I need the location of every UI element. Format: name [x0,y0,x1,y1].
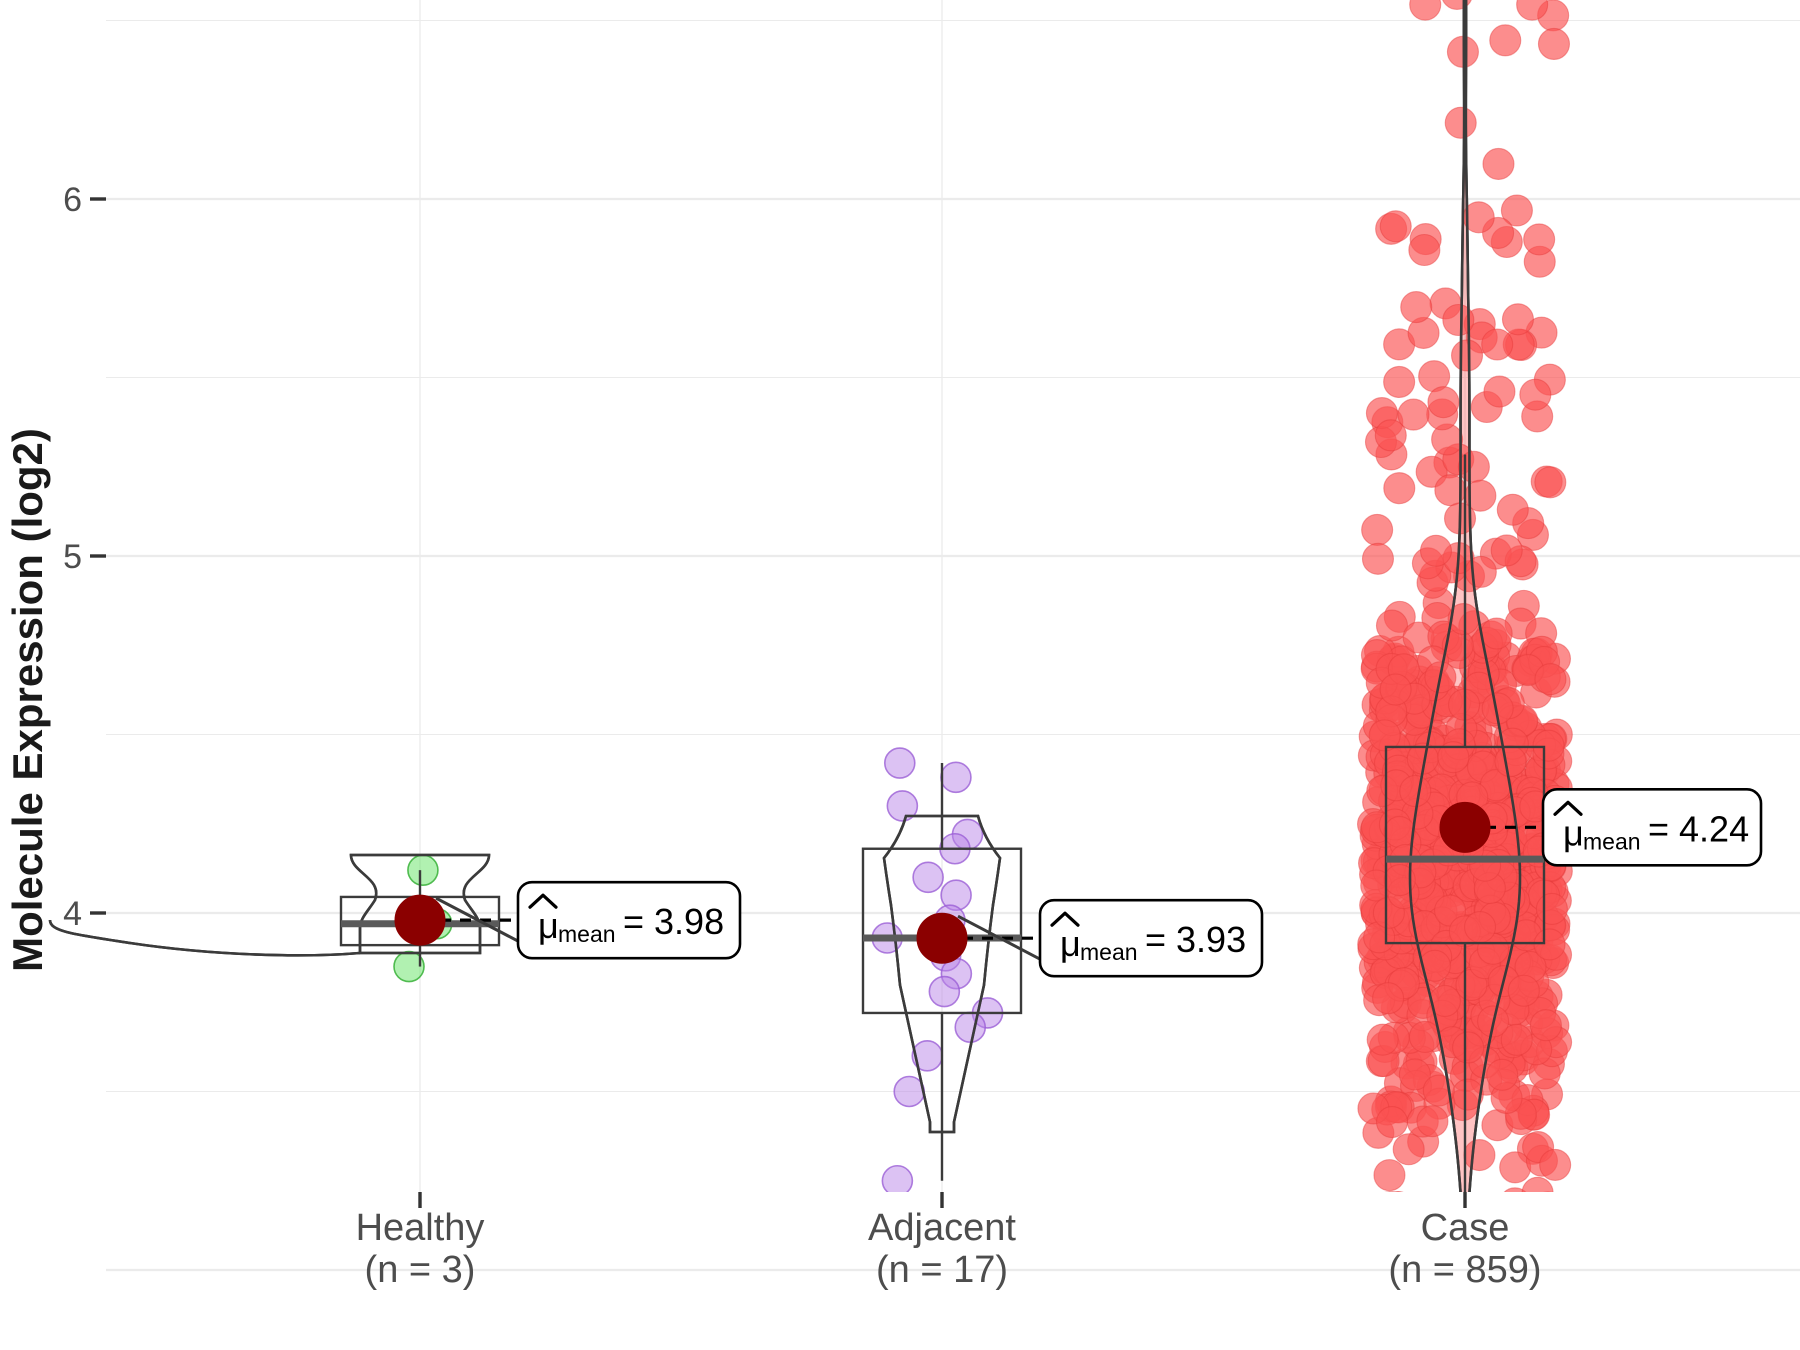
svg-text:μ: μ [1060,923,1081,964]
svg-text:= 3.98: = 3.98 [623,901,724,942]
svg-text:6: 6 [63,181,82,219]
svg-text:mean: mean [558,921,616,947]
svg-text:= 4.24: = 4.24 [1648,808,1749,849]
svg-text:mean: mean [1583,828,1641,854]
svg-text:Molecule Expression (log2): Molecule Expression (log2) [4,428,51,972]
svg-text:= 3.93: = 3.93 [1145,919,1246,960]
svg-text:(n = 17): (n = 17) [876,1249,1008,1291]
svg-text:4: 4 [63,895,82,933]
svg-text:mean: mean [1080,939,1138,965]
svg-text:μ: μ [538,905,559,946]
svg-text:(n = 859): (n = 859) [1388,1249,1541,1291]
svg-text:Case: Case [1421,1207,1510,1249]
svg-text:5: 5 [63,538,82,576]
svg-text:(n = 3): (n = 3) [365,1249,476,1291]
svg-text:μ: μ [1563,812,1584,853]
svg-text:Healthy: Healthy [356,1207,485,1249]
svg-text:Adjacent: Adjacent [868,1207,1016,1249]
